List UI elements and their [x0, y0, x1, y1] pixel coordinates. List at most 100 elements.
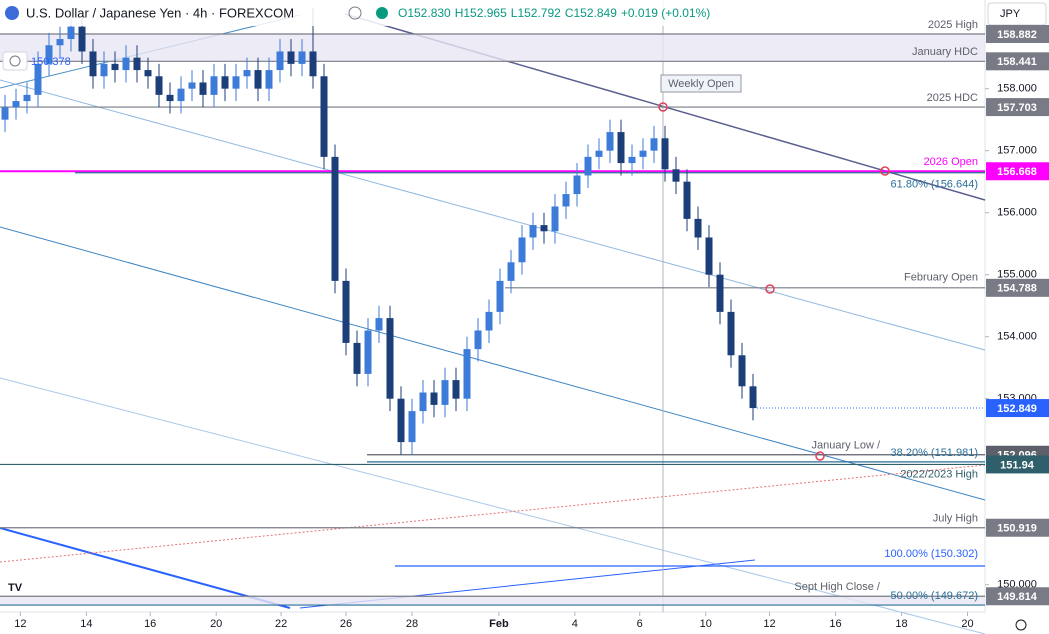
level-band	[0, 596, 985, 606]
candle-body	[716, 274, 724, 312]
candle-body	[100, 63, 108, 77]
trend-line	[0, 464, 986, 563]
candle-body	[243, 70, 251, 77]
candle-body	[254, 70, 262, 89]
x-tick-label: 20	[210, 618, 222, 630]
candle-body	[738, 355, 746, 387]
flag-icon	[5, 6, 19, 20]
x-tick-label: 26	[340, 618, 352, 630]
candle-body	[485, 311, 493, 331]
price-badge-label: 157.703	[997, 102, 1037, 114]
ohlc-value: C152.849	[565, 6, 617, 20]
candle-body	[518, 237, 526, 263]
candle-body	[606, 132, 614, 151]
header-bg	[0, 0, 740, 26]
price-badge-label: 154.788	[997, 283, 1037, 295]
price-badge	[986, 455, 1049, 474]
candle-body	[496, 280, 504, 312]
candle-body	[276, 51, 284, 71]
ohlc-value: L152.792	[511, 6, 561, 20]
candle-body	[617, 132, 625, 164]
candle-body	[397, 398, 405, 443]
ohlc-value: O152.830	[398, 6, 451, 20]
candle-body	[408, 411, 416, 443]
indicator-value: 150.378	[31, 56, 71, 68]
price-badge	[986, 98, 1049, 117]
candle-body	[419, 392, 427, 412]
y-tick-label: 156.000	[997, 207, 1037, 219]
y-tick-label: 154.000	[997, 331, 1037, 343]
candle-body	[683, 181, 691, 219]
candle-body	[672, 169, 680, 182]
price-badge-label: 149.814	[997, 591, 1038, 603]
candle-body	[331, 156, 339, 281]
level-band	[0, 33, 985, 62]
anchor	[880, 166, 890, 176]
candle-body	[353, 342, 361, 374]
ohlc-value: H152.965	[455, 6, 507, 20]
candle-body	[89, 51, 97, 77]
candle-body	[386, 318, 394, 399]
annotation: Weekly Open	[668, 78, 734, 90]
candle-body	[188, 82, 196, 89]
candle-body	[474, 330, 482, 350]
candle-body	[122, 57, 130, 71]
candle-body	[694, 218, 702, 238]
candle-body	[309, 51, 317, 77]
x-tick-label: 28	[406, 618, 418, 630]
candle-body	[650, 138, 658, 151]
price-badge-label: 158.882	[997, 29, 1037, 41]
x-tick-label: 20	[961, 618, 973, 630]
settings-icon[interactable]	[1015, 619, 1027, 631]
candle-body	[133, 57, 141, 71]
x-tick-label: 16	[144, 618, 156, 630]
x-tick-label: 12	[14, 618, 26, 630]
candle-body	[166, 94, 174, 102]
annotation-box	[660, 74, 742, 93]
candle-body	[441, 380, 449, 405]
candle-body	[320, 76, 328, 157]
price-badge	[986, 587, 1049, 606]
price-badge-label: 156.668	[997, 166, 1037, 178]
x-tick-label: 22	[275, 618, 287, 630]
candle-body	[155, 76, 163, 95]
x-tick-label: 10	[700, 618, 712, 630]
price-badge	[986, 24, 1049, 43]
indicator-box	[2, 51, 28, 71]
candle-body	[342, 280, 350, 343]
price-badge-label: 150.919	[997, 523, 1037, 535]
candle-body	[23, 94, 31, 102]
price-badge	[986, 518, 1049, 537]
candles	[1, 8, 757, 455]
level-label: 2025 High	[928, 19, 978, 31]
x-tick-label: 12	[763, 618, 775, 630]
candle-body	[45, 45, 53, 64]
level-label: February Open	[904, 272, 978, 284]
candle-body	[430, 392, 438, 405]
level-label: Sept High Close /	[794, 581, 881, 593]
icon	[348, 6, 362, 20]
level-label: January HDC	[912, 46, 978, 58]
x-tick-label: 4	[572, 618, 578, 630]
channel-line	[0, 377, 986, 634]
anchor-points	[658, 102, 890, 461]
level-label: 2025 HDC	[927, 92, 978, 104]
candle-body	[287, 51, 295, 64]
candle-body	[705, 237, 713, 275]
candle-body	[507, 262, 515, 281]
candle-body	[111, 63, 119, 71]
candle-body	[298, 51, 306, 64]
y-tick-label: 158.000	[997, 83, 1037, 95]
candle-body	[540, 225, 548, 232]
price-badge	[986, 52, 1049, 71]
level-label: January Low /	[812, 440, 881, 452]
candle-body	[67, 26, 75, 40]
candle-body	[364, 330, 372, 374]
candle-body	[727, 311, 735, 356]
candle-body	[661, 138, 669, 170]
candle-body	[562, 194, 570, 207]
candle-body	[265, 70, 273, 89]
x-tick-label: 6	[637, 618, 643, 630]
level-label: 100.00% (150.302)	[884, 548, 978, 560]
